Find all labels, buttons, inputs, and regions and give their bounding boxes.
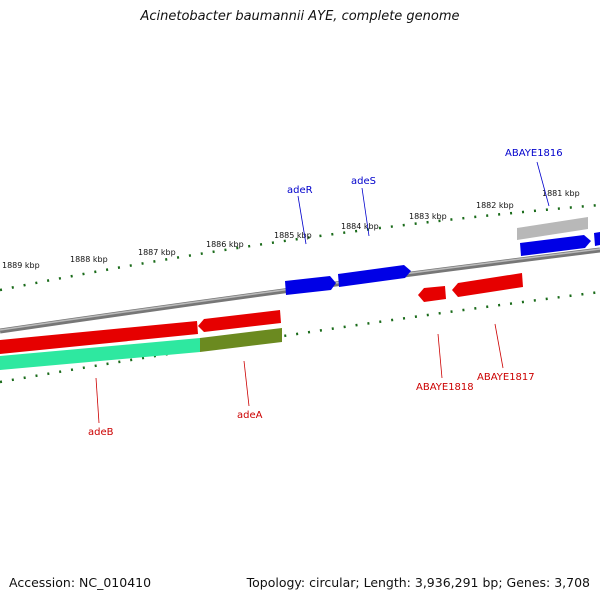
gene-feature-partial-right [594, 232, 600, 246]
gene-label-ABAYE1817: ABAYE1817 [477, 372, 535, 383]
gene-labels: adeR adeS ABAYE1816 adeB adeA ABAYE1818 … [88, 148, 563, 438]
reverse-features [0, 273, 523, 370]
gene-label-ABAYE1816: ABAYE1816 [505, 148, 563, 159]
label-leaders [95, 161, 550, 424]
kbp-label: 1889 kbp [2, 261, 40, 270]
kbp-scale-labels: 1889 kbp 1888 kbp 1887 kbp 1886 kbp 1885… [2, 189, 580, 270]
gene-feature-ABAYE1818 [418, 286, 446, 302]
gene-feature-adeR [285, 276, 336, 295]
feature-olive [200, 328, 282, 352]
kbp-label: 1883 kbp [409, 212, 447, 221]
forward-features [285, 217, 600, 295]
gene-label-adeA: adeA [237, 410, 263, 421]
gene-label-ABAYE1818: ABAYE1818 [416, 382, 474, 393]
kbp-label: 1886 kbp [206, 240, 244, 249]
kbp-label: 1885 kbp [274, 231, 312, 240]
gene-feature-adeS [338, 265, 411, 287]
gene-feature-adeA [198, 310, 281, 332]
gene-label-adeR: adeR [287, 185, 313, 196]
gene-label-adeS: adeS [351, 176, 376, 187]
inner-tick-ring [0, 290, 600, 384]
gene-feature-gray [517, 217, 588, 240]
accession-text: Accession: NC_010410 [9, 575, 152, 590]
kbp-label: 1887 kbp [138, 248, 176, 257]
genome-summary-text: Topology: circular; Length: 3,936,291 bp… [246, 575, 590, 590]
kbp-label: 1882 kbp [476, 201, 514, 210]
gene-feature-ABAYE1816 [520, 235, 591, 256]
gene-feature-adeB [0, 321, 198, 354]
gene-label-adeB: adeB [88, 427, 114, 438]
kbp-label: 1884 kbp [341, 222, 379, 231]
feature-green [0, 338, 200, 370]
outer-tick-ring [0, 203, 600, 292]
map-title: Acinetobacter baumannii AYE, complete ge… [140, 9, 460, 24]
kbp-label: 1881 kbp [542, 189, 580, 198]
kbp-label: 1888 kbp [70, 255, 108, 264]
gene-feature-ABAYE1817 [452, 273, 523, 297]
